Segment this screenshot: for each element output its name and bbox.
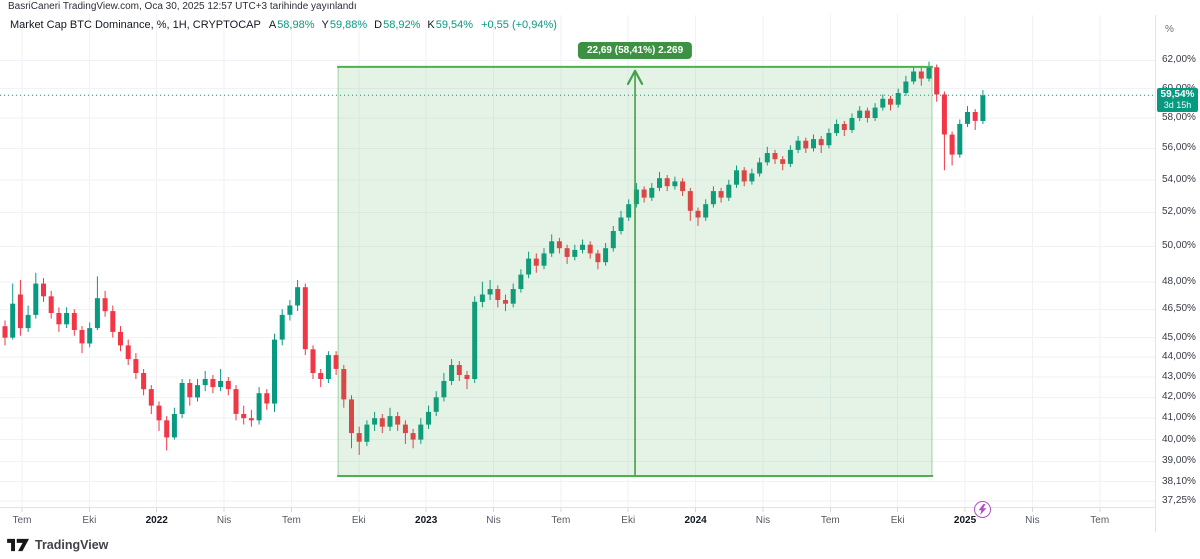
legend-ohlc-values: A 58,98% Y 59,88% D 58,92% K 59,54% <box>269 19 473 31</box>
price-axis-label: 62,00% <box>1162 54 1196 66</box>
price-scale-unit: % <box>1165 24 1174 35</box>
time-axis-label: 2022 <box>145 515 168 526</box>
time-axis-label: Tem <box>551 515 571 526</box>
price-axis-label: 43,00% <box>1162 370 1196 382</box>
price-axis-label: 48,00% <box>1162 275 1196 287</box>
price-axis-label: 37,25% <box>1162 495 1196 507</box>
legend-change-value: +0,55 (+0,94%) <box>481 19 557 31</box>
price-axis-label: 58,00% <box>1162 111 1196 123</box>
time-axis-label: Tem <box>281 515 301 526</box>
time-axis-label: Nis <box>216 515 232 526</box>
tradingview-logo-icon <box>7 538 29 552</box>
time-axis-label: Nis <box>486 515 501 526</box>
publish-attribution: BasriCaneri TradingView.com, Oca 30, 202… <box>0 0 1200 15</box>
time-axis-label: Eki <box>351 515 366 526</box>
price-axis[interactable]: % 62,00% 60,00% 58,00% 56,00% 54,00% 52,00% 50… <box>1155 0 1200 532</box>
legend-symbol-title: Market Cap BTC Dominance, %, 1H, CRYPTOC… <box>10 19 261 31</box>
price-axis-label: 54,00% <box>1162 173 1196 185</box>
time-axis-label: 2025 <box>953 515 977 526</box>
event-marker[interactable] <box>974 501 991 518</box>
lightning-icon <box>978 504 987 515</box>
price-axis-label: 38,10% <box>1162 475 1196 487</box>
price-axis-label: 45,00% <box>1162 331 1196 343</box>
legend-high: Y 59,88% <box>321 19 368 31</box>
legend-low: D 58,92% <box>374 19 421 31</box>
symbol-legend[interactable]: Market Cap BTC Dominance, %, 1H, CRYPTOC… <box>10 19 557 31</box>
time-axis-label: Eki <box>82 515 97 526</box>
time-axis-label: Nis <box>755 515 771 526</box>
price-axis-label: 44,00% <box>1162 351 1196 363</box>
price-axis-label: 41,00% <box>1162 412 1196 424</box>
time-axis-label: 2024 <box>684 515 707 526</box>
time-axis-label: Tem <box>1090 515 1110 526</box>
time-axis-label: 2023 <box>415 515 438 526</box>
tradingview-attribution[interactable]: TradingView <box>7 538 108 552</box>
bar-countdown: 3d 15h <box>1163 100 1192 111</box>
time-axis[interactable]: Tem Eki 2022 Nis Tem Eki 2023 Nis Tem Eki 2024 Nis T… <box>0 507 1155 533</box>
time-axis-label: Eki <box>890 515 905 526</box>
time-axis-label: Eki <box>621 515 636 526</box>
time-axis-label: Tem <box>12 515 32 526</box>
time-axis-label: Tem <box>820 515 840 526</box>
price-axis-label: 52,00% <box>1162 206 1196 218</box>
price-axis-label: 56,00% <box>1162 142 1196 154</box>
legend-close: K 59,54% <box>427 19 474 31</box>
price-axis-label: 39,00% <box>1162 455 1196 467</box>
time-axis-label: Nis <box>1025 515 1040 526</box>
measure-tool-label[interactable]: 22,69 (58,41%) 2.269 <box>577 41 693 59</box>
price-axis-label: 42,00% <box>1162 391 1196 403</box>
price-axis-label: 46,50% <box>1162 303 1196 315</box>
price-axis-label: 60,00% <box>1162 83 1196 95</box>
price-axis-label: 40,00% <box>1162 433 1196 445</box>
current-price-value: 59,54% <box>1160 89 1195 101</box>
current-price-label: 59,54% 3d 15h <box>1157 88 1198 113</box>
price-axis-label: 50,00% <box>1162 240 1196 252</box>
tradingview-brand-text: TradingView <box>35 538 109 552</box>
legend-open: A 58,98% <box>268 19 315 31</box>
price-chart-canvas[interactable] <box>0 0 1155 532</box>
